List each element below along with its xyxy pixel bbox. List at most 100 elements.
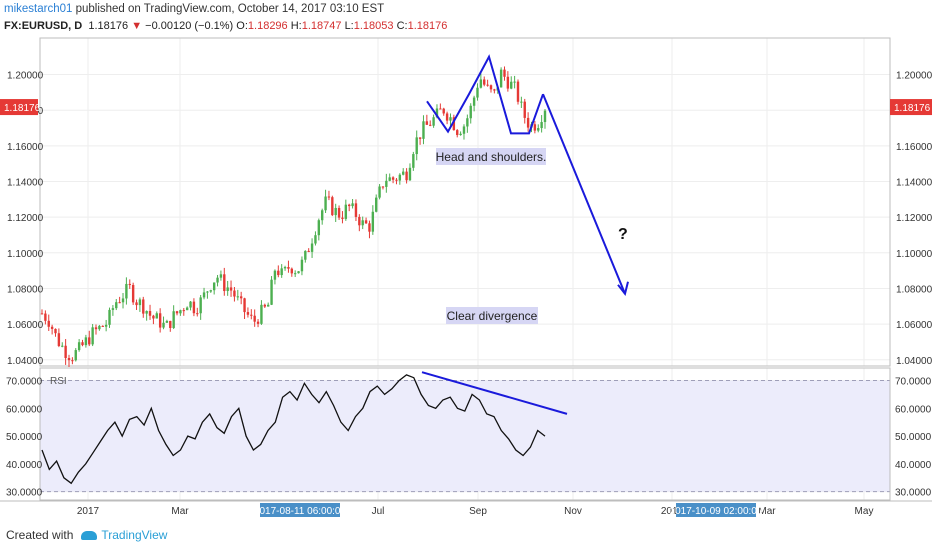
candle-body	[435, 108, 439, 118]
time-axis: 2017 Mar Jul Sep Nov 2018 Mar May 2017-08-11 06:…	[0, 500, 932, 517]
candle-body	[270, 279, 273, 305]
right-price-tick: 1.12000	[896, 213, 932, 224]
candle-body	[432, 117, 435, 126]
tradingview-brand[interactable]: TradingView	[101, 528, 168, 542]
annotations[interactable]: Head and shoulders. Clear divergence?	[436, 148, 628, 324]
left-rsi-tick: 60.0000	[6, 404, 43, 415]
candle-body	[354, 203, 358, 217]
candle-body	[371, 211, 375, 232]
candle-body	[459, 133, 462, 136]
candle-body	[337, 207, 341, 218]
left-price-tick: 1.08000	[7, 284, 44, 295]
candle-body	[111, 308, 115, 310]
candle-body	[375, 197, 378, 212]
time-tick: May	[855, 506, 874, 517]
candle-body	[307, 250, 310, 252]
publisher-name[interactable]: mikestarch01	[4, 3, 73, 15]
high-value: 1.18747	[301, 20, 342, 32]
left-price-tick: 1.06000	[7, 320, 44, 331]
crosshair-date-label: 2017-10-09 02:00:00	[670, 506, 763, 517]
candle-body	[358, 216, 361, 226]
candle-body	[263, 304, 267, 307]
annotation-head-and-shoulders: Head and shoulders.	[436, 150, 547, 164]
tradingview-logo-icon	[81, 531, 98, 541]
candle-body	[429, 124, 432, 126]
publisher-line: mikestarch01 published on TradingView.co…	[4, 3, 384, 15]
candle-body	[131, 284, 135, 303]
candle-body	[98, 325, 101, 330]
candle-body	[412, 154, 415, 168]
low-value: 1.18053	[353, 20, 394, 32]
candle-body	[486, 84, 489, 86]
candle-body	[466, 118, 469, 127]
candle-body	[290, 268, 294, 274]
last-price-tag-label: 1.18176	[4, 103, 41, 114]
candle-body	[452, 117, 456, 131]
candle-body	[510, 81, 513, 89]
candle-body	[513, 81, 516, 83]
candle-body	[378, 186, 381, 198]
candle-body	[152, 315, 155, 319]
candle-body	[520, 101, 523, 103]
candle-body	[212, 282, 216, 291]
candle-body	[479, 79, 483, 88]
candle-body	[280, 268, 283, 276]
candle-body	[462, 126, 466, 134]
crosshair-date-tag	[676, 503, 756, 517]
created-with-label: Created with	[6, 528, 74, 542]
candle-body	[493, 89, 496, 91]
candle-body	[54, 328, 57, 334]
last-price: 1.18176	[88, 20, 129, 32]
right-rsi-tick: 30.0000	[895, 488, 932, 499]
candle-body	[543, 110, 547, 123]
candle-body	[540, 122, 543, 129]
candle-body	[256, 321, 260, 324]
published-text: published on TradingView.com, October 14…	[75, 3, 385, 15]
candle-body	[297, 271, 300, 274]
projection-arrow-line	[542, 93, 626, 295]
candle-body	[472, 97, 476, 106]
candle-body	[385, 180, 388, 187]
left-price-tick: 1.20000	[7, 71, 44, 82]
candle-body	[179, 310, 182, 314]
candle-body	[402, 171, 405, 175]
price-pane-border	[39, 37, 891, 367]
candle-body	[324, 196, 327, 211]
candle-body	[283, 267, 287, 269]
candle-body	[341, 217, 344, 219]
candle-body	[246, 312, 250, 315]
candle-body	[327, 196, 331, 198]
right-rsi-tick: 70.0000	[895, 377, 932, 388]
candle-body	[145, 311, 148, 314]
trend-drawings[interactable]	[421, 54, 629, 415]
symbol-info-line: FX:EURUSD, D 1.18176 ▼ −0.00120 (−0.1%) …	[4, 20, 447, 32]
candle-body	[300, 259, 304, 272]
candle-body	[165, 320, 169, 323]
candle-body	[216, 277, 219, 283]
candle-body	[189, 301, 192, 308]
candle-body	[196, 313, 199, 315]
candle-body	[277, 270, 280, 276]
left-rsi-tick: 50.0000	[6, 432, 43, 443]
candle-body	[125, 283, 128, 299]
candle-body	[425, 121, 429, 125]
rsi-label: RSI	[50, 376, 67, 387]
candle-body	[456, 130, 459, 136]
symbol-label[interactable]: FX:EURUSD, D	[4, 20, 83, 32]
candle-body	[422, 121, 425, 139]
last-price-tag	[890, 99, 932, 116]
candle-body	[64, 345, 67, 359]
candle-body	[148, 311, 152, 316]
annotation-divergence: Clear divergence	[447, 309, 538, 323]
candle-body	[293, 273, 297, 275]
time-tick: Mar	[171, 506, 189, 517]
candle-body	[489, 85, 493, 90]
candle-body	[88, 337, 91, 345]
chart-canvas[interactable]: RSI 1.200001.200001.180001.180001.160001…	[0, 0, 932, 522]
candle-body	[304, 250, 307, 260]
candle-body	[47, 320, 50, 327]
candle-body	[155, 313, 158, 319]
candle-body	[317, 220, 321, 236]
candle-body	[442, 108, 445, 114]
candle-body	[44, 313, 47, 321]
